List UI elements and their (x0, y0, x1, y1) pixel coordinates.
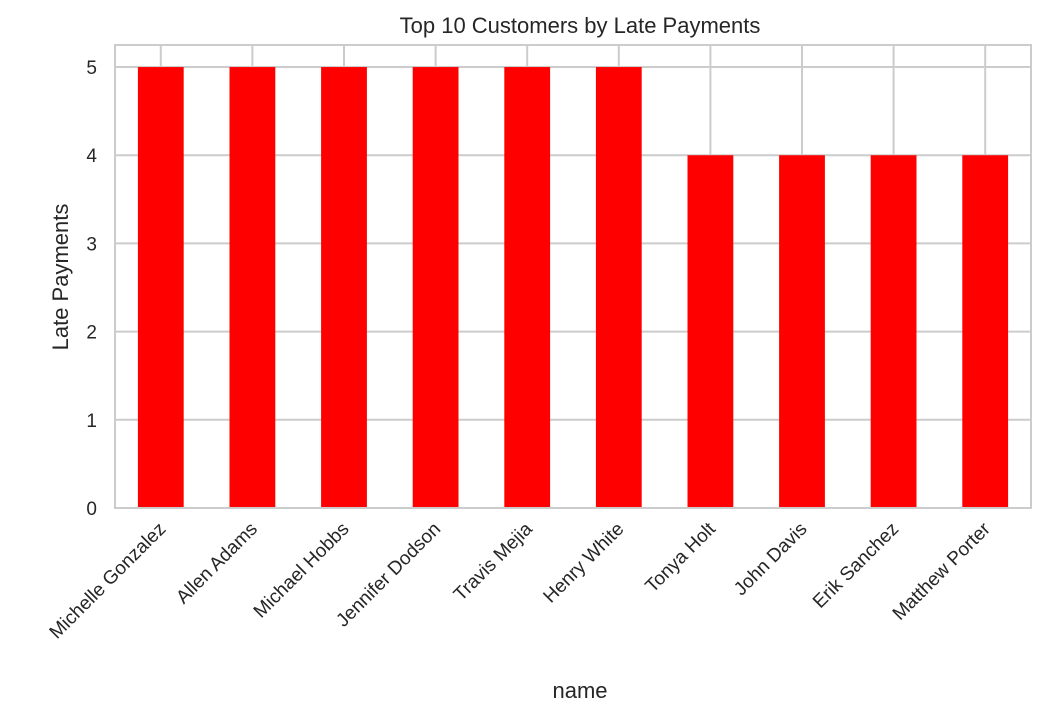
x-tick-label: Henry White (540, 519, 629, 608)
x-tick-label: Travis Mejia (450, 518, 537, 605)
x-tick-label: Michelle Gonzalez (46, 519, 171, 644)
y-tick-label: 4 (86, 146, 97, 167)
x-tick-label: John Davis (730, 519, 811, 600)
x-tick-label: Tonya Holt (642, 518, 721, 597)
bars (137, 67, 1009, 509)
y-tick-labels: 0 1 2 3 4 5 (86, 58, 97, 520)
plot-area: 0 1 2 3 4 5 Michelle Gonzalez Allen AdamsMicha… (46, 44, 1032, 643)
bar (870, 155, 917, 508)
bar (137, 67, 184, 509)
y-tick-label: 5 (86, 58, 97, 79)
axes-frame (114, 44, 1032, 509)
x-tick-label: Allen Adams (172, 519, 262, 609)
bar (504, 67, 551, 509)
bar (779, 155, 825, 508)
y-tick-label: 3 (86, 234, 97, 255)
x-axis-label: name (552, 678, 607, 703)
chart-title: Top 10 Customers by Late Payments (400, 13, 761, 38)
y-axis-label: Late Payments (48, 204, 73, 351)
bar (321, 67, 367, 509)
x-tick-label: Erik Sanchez (809, 519, 903, 613)
x-tick-label: Michael Hobbs (250, 519, 354, 623)
y-tick-label: 1 (86, 411, 97, 432)
bar (687, 155, 734, 508)
x-tick-label: Matthew Porter (889, 518, 995, 624)
bar (229, 67, 276, 509)
bar (412, 67, 459, 509)
bar (962, 155, 1009, 508)
y-tick-label: 0 (86, 499, 97, 520)
y-tick-label: 2 (86, 323, 97, 344)
bar (595, 67, 642, 509)
